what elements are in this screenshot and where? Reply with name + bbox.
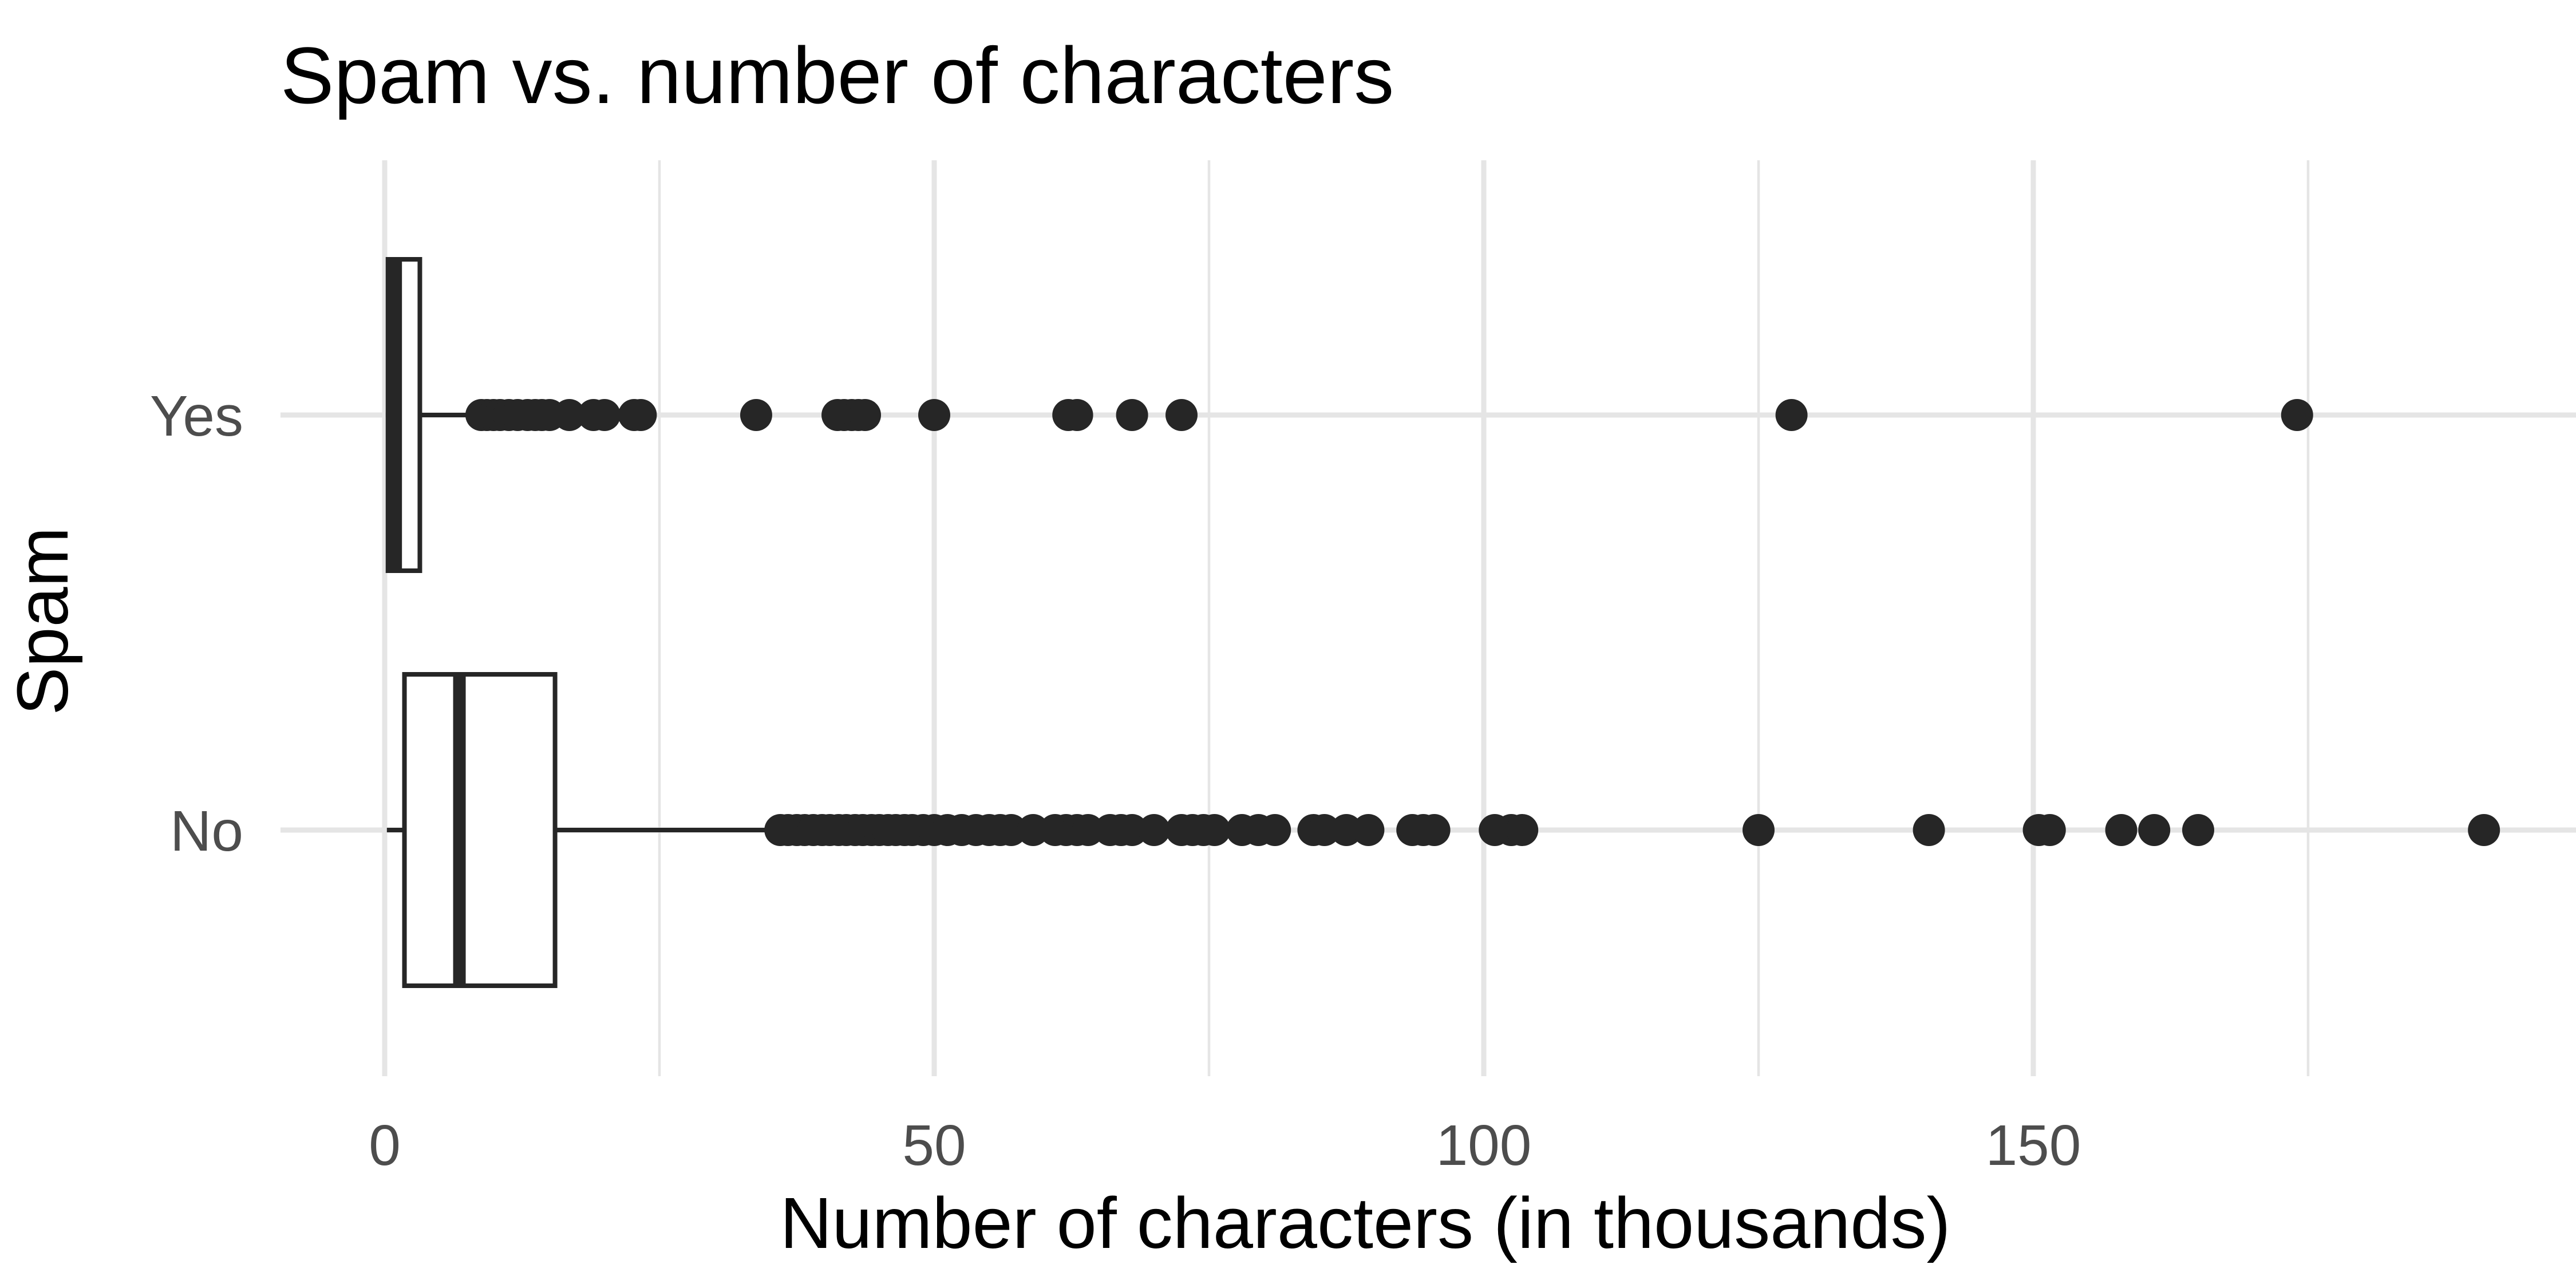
outlier-point	[2182, 814, 2214, 846]
outlier-point	[1775, 399, 1808, 431]
y-axis-title: Spam	[2, 527, 83, 715]
outlier-point	[2281, 399, 2313, 431]
chart-title: Spam vs. number of characters	[280, 30, 1394, 120]
outlier-point	[1138, 814, 1170, 846]
outlier-point	[1061, 399, 1093, 431]
outlier-point	[995, 814, 1028, 846]
plot-marks	[385, 257, 2500, 988]
outlier-point	[588, 399, 621, 431]
outlier-point	[1165, 399, 1198, 431]
y-tick-label: Yes	[150, 384, 243, 448]
outlier-point	[625, 399, 657, 431]
outlier-point	[740, 399, 772, 431]
x-axis-title: Number of characters (in thousands)	[780, 1183, 1951, 1263]
x-tick-label: 0	[369, 1113, 401, 1178]
y-tick-label: No	[170, 799, 243, 863]
outlier-point	[1017, 814, 1049, 846]
outlier-point	[1116, 399, 1148, 431]
outlier-point	[2105, 814, 2138, 846]
x-tick-label: 150	[1986, 1113, 2081, 1178]
box-iqr	[402, 672, 558, 988]
outlier-point	[1506, 814, 1539, 846]
outlier-point	[1418, 814, 1451, 846]
outlier-point	[1259, 814, 1291, 846]
outlier-point	[1743, 814, 1775, 846]
outlier-point	[2138, 814, 2171, 846]
x-tick-label: 50	[902, 1113, 966, 1178]
x-tick-labels: 0 50 100 150	[369, 1113, 2081, 1178]
outlier-point	[2468, 814, 2500, 846]
x-tick-label: 100	[1436, 1113, 1532, 1178]
outlier-point	[1072, 814, 1104, 846]
outlier-point	[1198, 814, 1231, 846]
y-tick-labels: Yes No	[150, 384, 243, 863]
outlier-point	[1308, 814, 1341, 846]
outlier-point	[553, 399, 586, 431]
outlier-point	[1116, 814, 1148, 846]
outlier-point	[1352, 814, 1385, 846]
outlier-point	[1330, 814, 1362, 846]
outlier-point	[1913, 814, 1945, 846]
outlier-point	[918, 399, 950, 431]
outlier-point	[849, 399, 882, 431]
grid-lines	[280, 160, 2576, 1076]
outlier-point	[2033, 814, 2066, 846]
